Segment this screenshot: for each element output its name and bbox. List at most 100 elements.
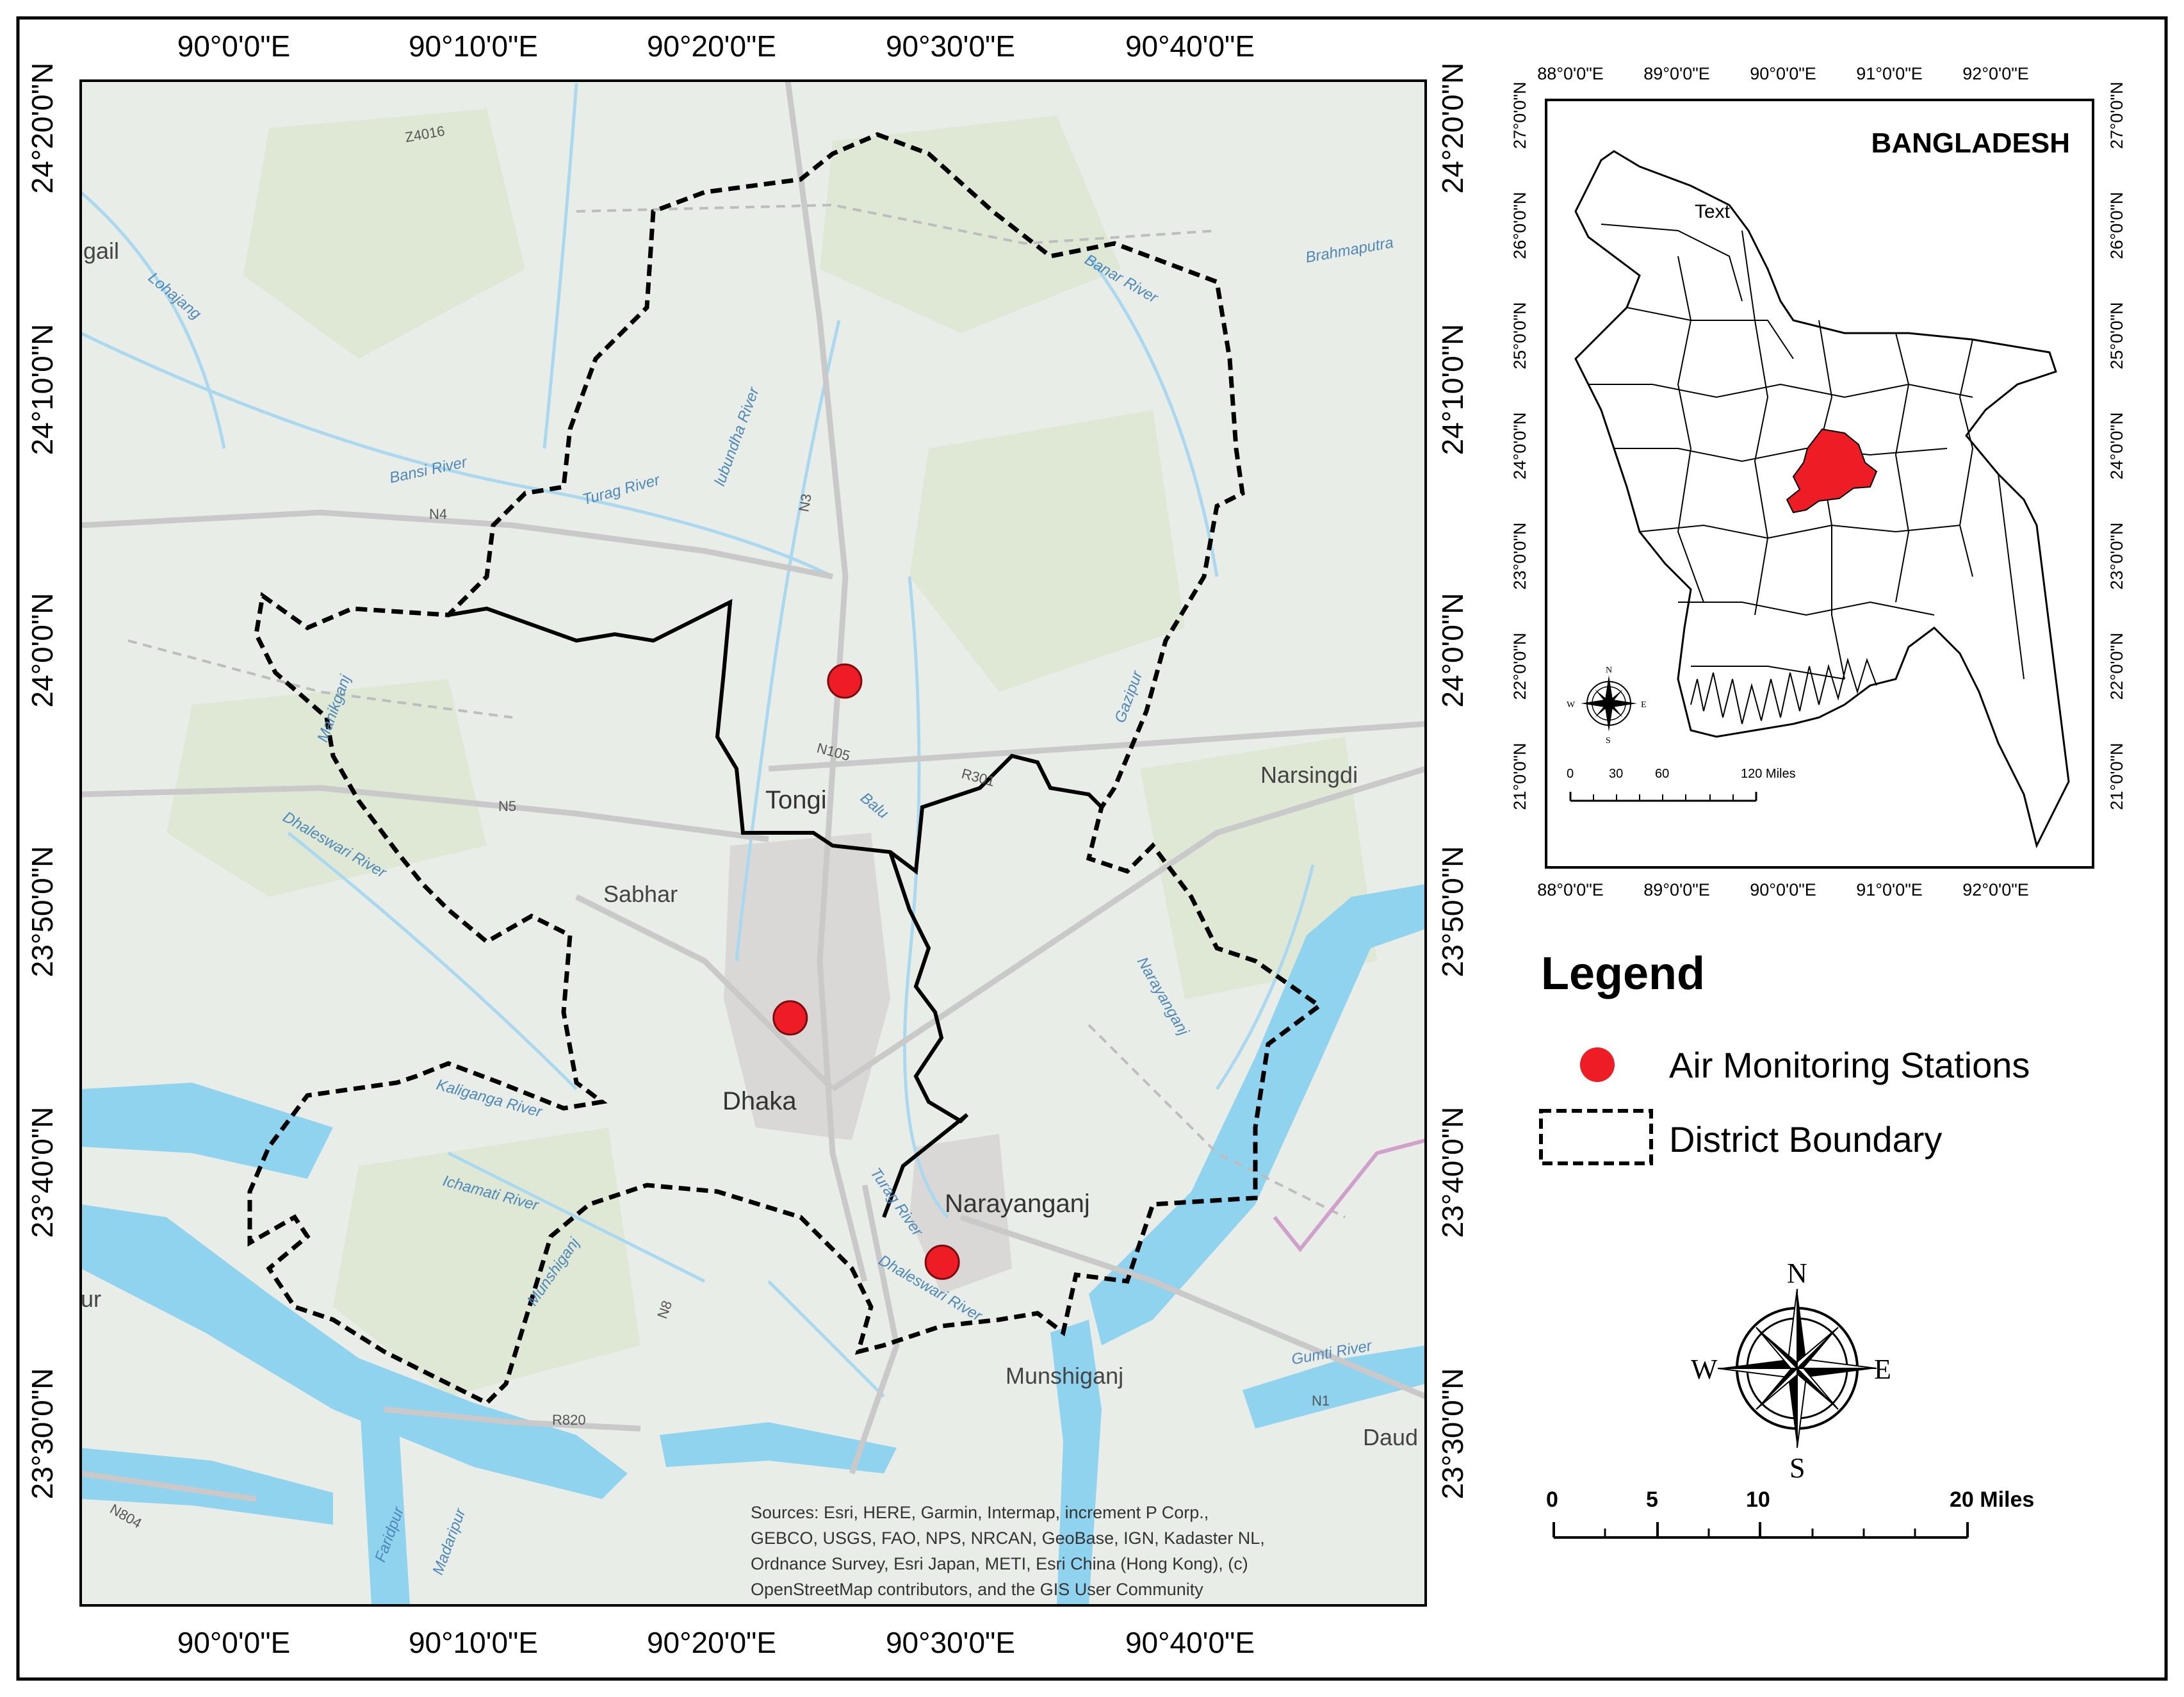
inset-latitude-label-right: 21°0'0"N — [2107, 742, 2126, 810]
north-arrow: N S E W — [1691, 1258, 1891, 1484]
latitude-label-right: 23°50'0"N — [1436, 846, 1469, 978]
scale-label-5: 5 — [1646, 1488, 1658, 1512]
latitude-label-right: 23°40'0"N — [1436, 1107, 1469, 1238]
place-label-narsingdi: Narsingdi — [1260, 762, 1358, 788]
latitude-label-left: 23°40'0"N — [26, 1107, 59, 1238]
roads — [81, 81, 1426, 1502]
inset-longitude-label-bottom: 88°0'0"E — [1537, 880, 1604, 899]
longitude-label-bottom: 90°30'0"E — [886, 1626, 1015, 1659]
inset-longitude-label-top: 88°0'0"E — [1537, 64, 1604, 83]
main-map-frame — [79, 79, 1427, 1607]
latitude-label-left: 23°30'0"N — [26, 1368, 59, 1500]
latitude-label-right: 24°0'0"N — [1436, 593, 1469, 707]
station-marker[interactable] — [772, 1000, 808, 1036]
latitude-labels-right: 24°20'0"N 24°10'0"N 24°0'0"N 23°50'0"N 23°40… — [1436, 63, 1469, 1500]
longitude-label-top: 90°10'0"E — [409, 29, 538, 63]
inset-longitude-label-top: 92°0'0"E — [1962, 64, 2029, 83]
secondary-roads — [127, 203, 1346, 1218]
legend-title: Legend — [1541, 948, 1705, 999]
inset-longitude-label-bottom: 91°0'0"E — [1856, 880, 1923, 899]
inset-longitude-label-bottom: 90°0'0"E — [1750, 880, 1816, 899]
station-marker[interactable] — [827, 663, 863, 699]
inset-longitude-label-top: 90°0'0"E — [1750, 64, 1816, 83]
inset-longitude-label-top: 89°0'0"E — [1643, 64, 1710, 83]
inset-latitude-label-right: 27°0'0"N — [2107, 81, 2126, 149]
place-label-dhaka: Dhaka — [722, 1087, 797, 1115]
road-label-n5: N5 — [498, 798, 516, 814]
inset-longitude-labels-top: 88°0'0"E 89°0'0"E 90°0'0"E 91°0'0"E 92°0'0"E — [1537, 64, 2029, 83]
air-monitoring-stations — [772, 663, 960, 1280]
inset-scale-label-60: 60 — [1655, 767, 1669, 781]
latitude-label-right: 24°10'0"N — [1436, 324, 1469, 455]
inset-compass-s: S — [1606, 736, 1611, 746]
attribution-line-4: OpenStreetMap contributors, and the GIS … — [751, 1580, 1203, 1599]
longitude-label-top: 90°30'0"E — [886, 29, 1015, 63]
inset-map[interactable]: BANGLADESH Text — [1510, 64, 2126, 899]
longitude-label-top: 90°0'0"E — [177, 29, 291, 63]
district-boundary-outer — [247, 132, 1323, 1406]
inset-compass: N S E W — [1567, 666, 1647, 746]
inset-stray-text: Text — [1695, 201, 1731, 222]
inset-latitude-label-left: 27°0'0"N — [1510, 81, 1529, 149]
legend-station-symbol — [1580, 1047, 1615, 1082]
inset-compass-n: N — [1606, 666, 1612, 675]
inset-latitude-label-right: 26°0'0"N — [2107, 192, 2126, 259]
main-map[interactable]: Tongi Dhaka Narayanganj Sabhar Narsingdi… — [26, 29, 1469, 1659]
inset-latitude-label-left: 21°0'0"N — [1510, 742, 1529, 810]
latitude-label-left: 24°20'0"N — [26, 63, 59, 194]
legend-label-stations: Air Monitoring Stations — [1669, 1045, 2030, 1085]
inset-latitude-label-left: 23°0'0"N — [1510, 522, 1529, 589]
latitude-label-right: 23°30'0"N — [1436, 1368, 1469, 1500]
north-arrow-e: E — [1874, 1354, 1891, 1385]
inset-title: BANGLADESH — [1871, 127, 2070, 159]
inset-latitude-label-left: 25°0'0"N — [1510, 302, 1529, 369]
scale-label-0: 0 — [1546, 1488, 1558, 1512]
longitude-label-bottom: 90°10'0"E — [409, 1626, 538, 1659]
bangladesh-districts — [1588, 224, 2025, 680]
road-label-n1: N1 — [1312, 1393, 1330, 1409]
legend: Legend Air Monitoring Stations District … — [1539, 948, 2030, 1165]
north-arrow-w: W — [1691, 1354, 1718, 1385]
place-label-gail: gail — [83, 238, 119, 264]
legend-boundary-symbol — [1539, 1109, 1653, 1165]
longitude-label-top: 90°40'0"E — [1125, 29, 1255, 63]
inset-latitude-label-left: 22°0'0"N — [1510, 632, 1529, 700]
scale-bar: 0 5 10 20 Miles — [1546, 1488, 2034, 1539]
longitude-label-top: 90°20'0"E — [647, 29, 776, 63]
attribution-line-1: Sources: Esri, HERE, Garmin, Intermap, i… — [751, 1503, 1209, 1522]
place-label-ur: ur — [81, 1286, 101, 1312]
railway — [1273, 1138, 1426, 1252]
legend-label-boundary: District Boundary — [1669, 1119, 1942, 1160]
inset-longitude-label-top: 91°0'0"E — [1856, 64, 1923, 83]
inset-longitude-label-bottom: 89°0'0"E — [1643, 880, 1710, 899]
place-label-tongi: Tongi — [765, 786, 827, 814]
inset-longitude-label-bottom: 92°0'0"E — [1962, 880, 2029, 899]
district-boundary-inner-south — [882, 851, 969, 1218]
inset-latitude-label-right: 22°0'0"N — [2107, 632, 2126, 700]
study-area-highlight — [1786, 428, 1878, 514]
latitude-labels-left: 24°20'0"N 24°10'0"N 24°0'0"N 23°50'0"N 23°40… — [26, 63, 59, 1500]
inset-latitude-label-left: 26°0'0"N — [1510, 192, 1529, 259]
map-attribution: Sources: Esri, HERE, Garmin, Intermap, i… — [751, 1503, 1265, 1599]
inset-latitude-label-right: 23°0'0"N — [2107, 522, 2126, 589]
longitude-label-bottom: 90°40'0"E — [1125, 1626, 1255, 1659]
place-label-munshiganj: Munshiganj — [1006, 1363, 1123, 1389]
inset-longitude-labels-bottom: 88°0'0"E 89°0'0"E 90°0'0"E 91°0'0"E 92°0'0"E — [1537, 880, 2029, 899]
road-label-r820: R820 — [552, 1412, 586, 1428]
scale-label-10: 10 — [1746, 1488, 1770, 1512]
inset-scale-bar: 0 30 60 120 Miles — [1567, 767, 1796, 802]
north-arrow-n: N — [1787, 1258, 1807, 1289]
station-marker[interactable] — [924, 1244, 960, 1280]
latitude-label-left: 24°0'0"N — [26, 593, 59, 707]
sundarbans-coast — [1690, 657, 1877, 725]
inset-compass-w: W — [1567, 700, 1576, 710]
inset-scale-label-120: 120 Miles — [1741, 767, 1796, 781]
longitude-label-bottom: 90°20'0"E — [647, 1626, 776, 1659]
inset-latitude-label-right: 25°0'0"N — [2107, 302, 2126, 369]
place-label-sabhar: Sabhar — [603, 881, 678, 907]
latitude-label-right: 24°20'0"N — [1436, 63, 1469, 194]
longitude-label-bottom: 90°0'0"E — [177, 1626, 291, 1659]
road-label-n3: N3 — [795, 493, 815, 513]
attribution-line-3: Ordnance Survey, Esri Japan, METI, Esri … — [751, 1554, 1248, 1573]
road-label-n4: N4 — [429, 506, 447, 522]
